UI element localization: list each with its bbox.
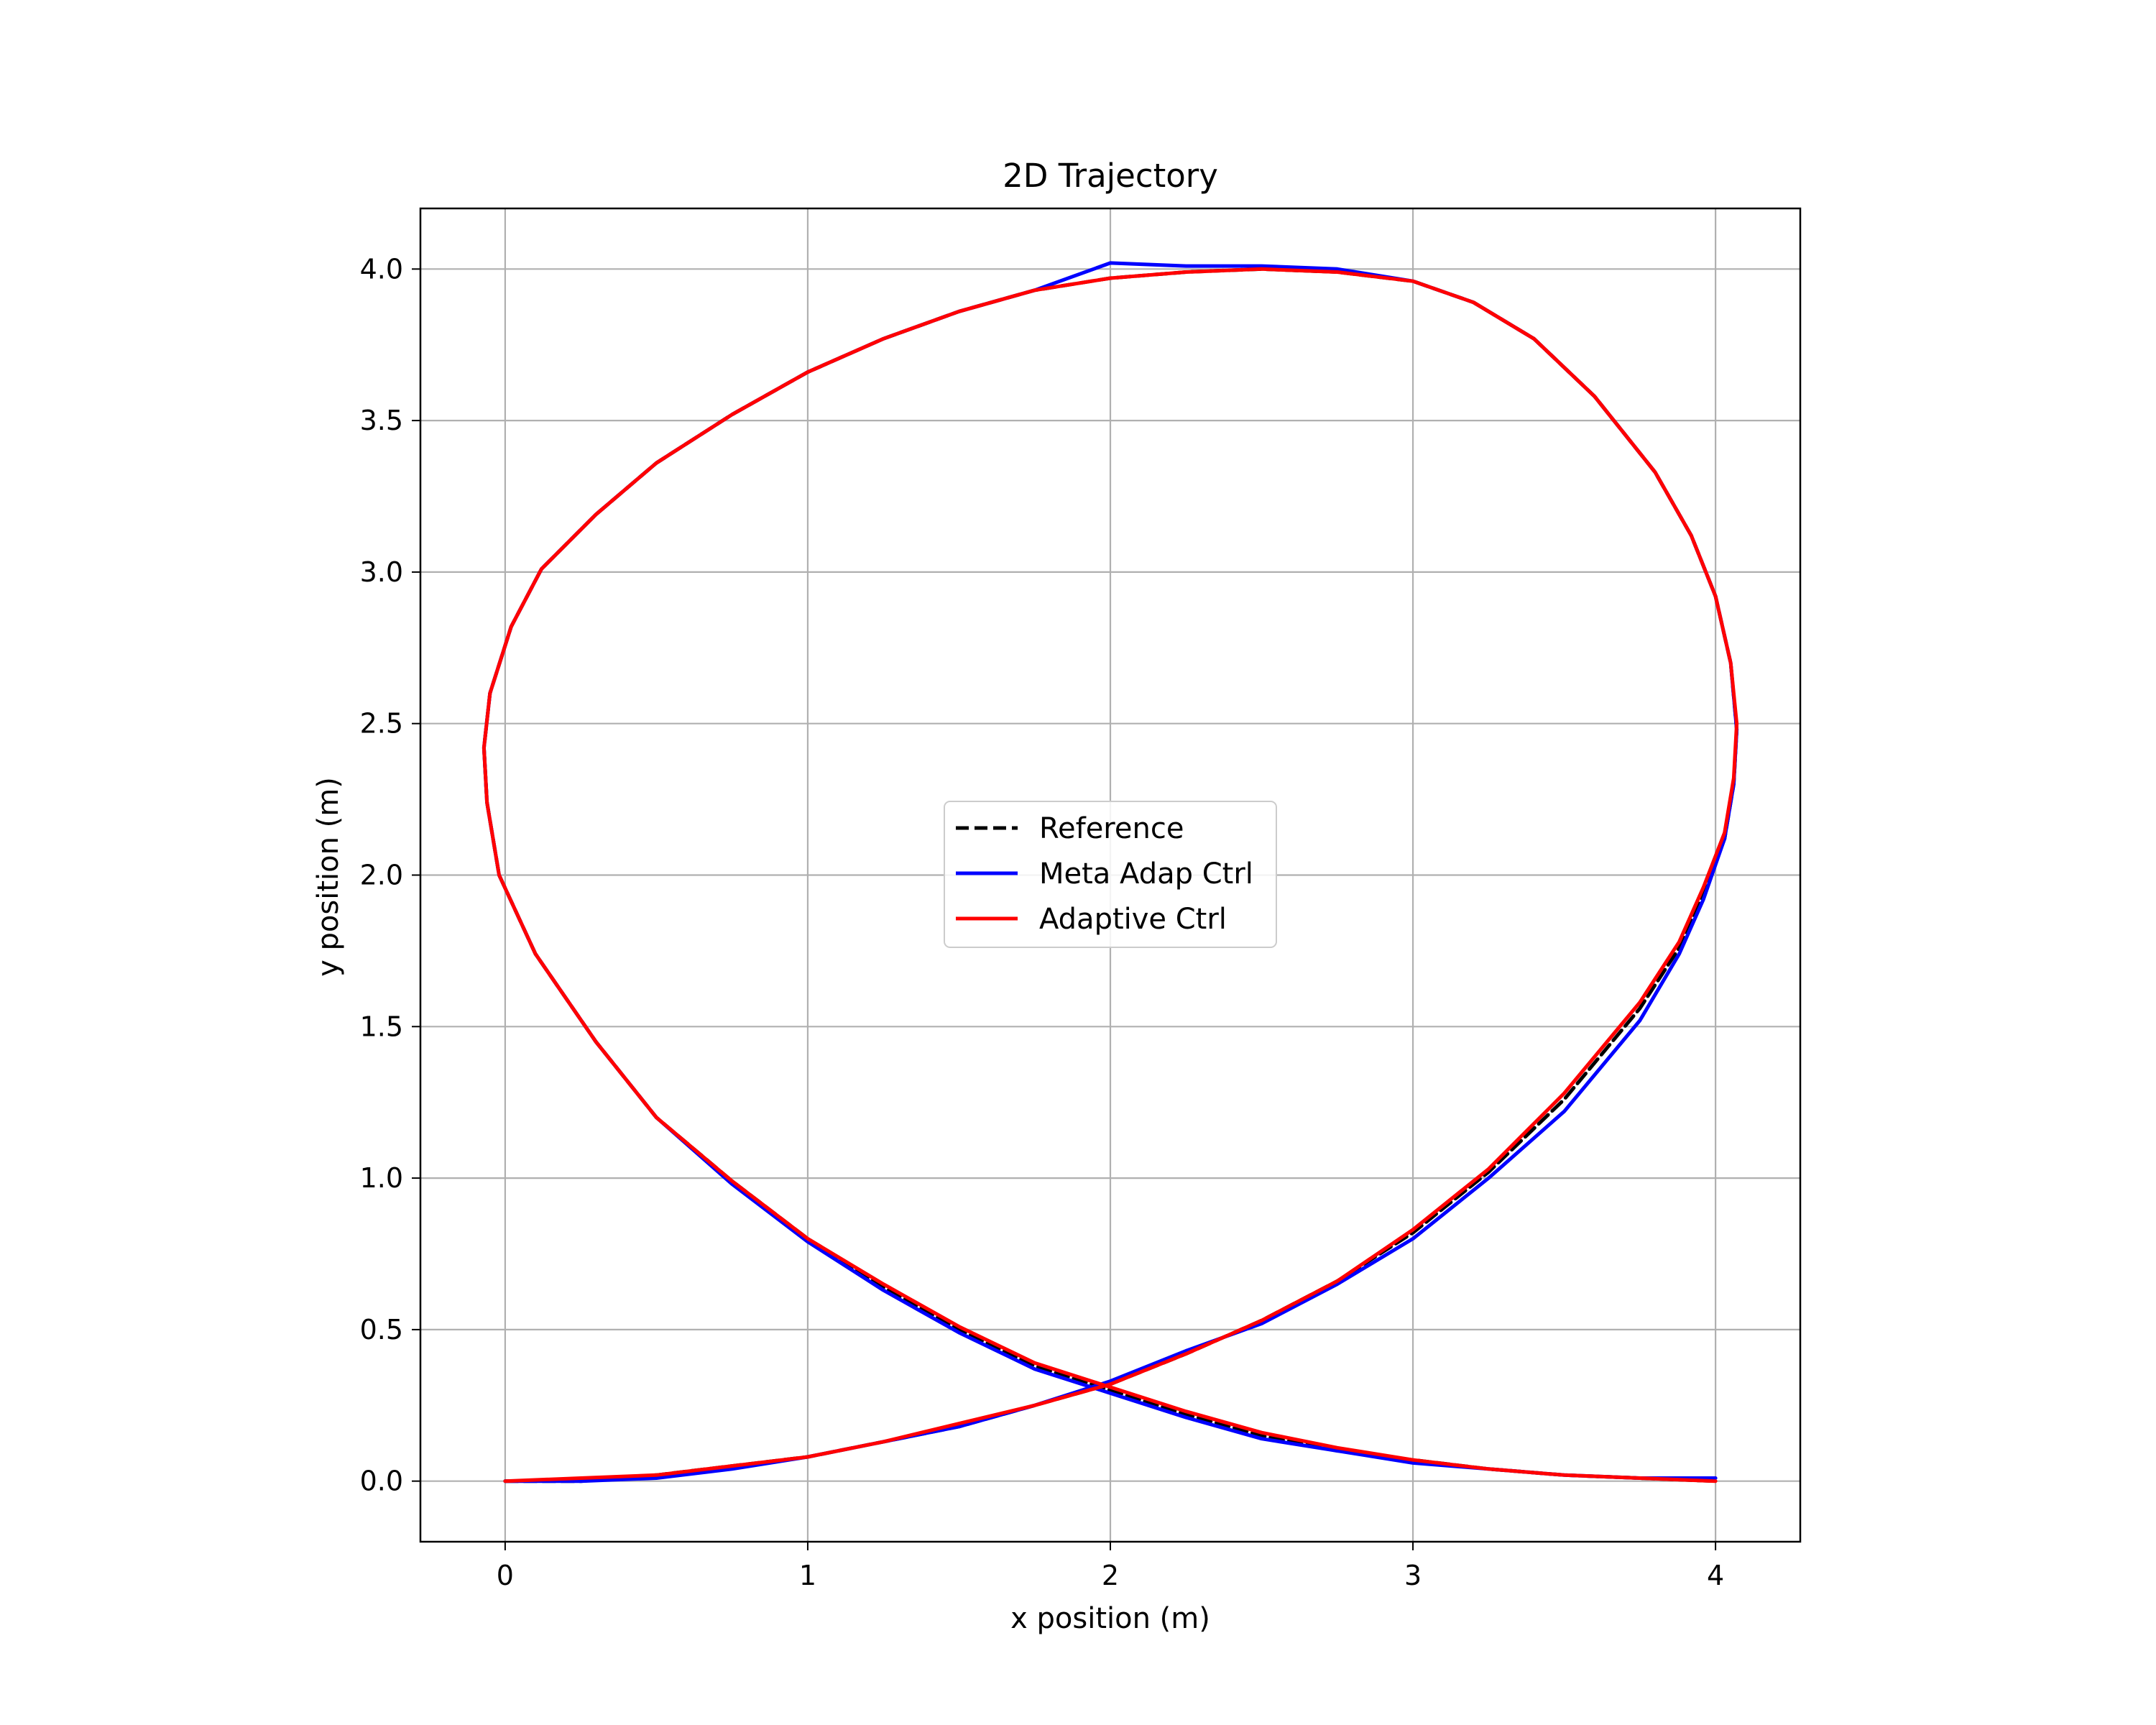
y-tick-label: 0.5 bbox=[360, 1314, 403, 1346]
legend-label: Meta Adap Ctrl bbox=[1039, 857, 1253, 891]
x-tick-label: 3 bbox=[1404, 1560, 1422, 1591]
axis-ticks: 0 1 2 3 4 0.0 0.5 1.0 1.5 2.0 2.5 3.0 3.5 4.0 bbox=[360, 253, 1725, 1591]
y-tick-label: 0.0 bbox=[360, 1466, 403, 1497]
y-tick-label: 3.5 bbox=[360, 405, 403, 436]
series-line-meta-adap-ctrl bbox=[482, 261, 1739, 1484]
y-tick-label: 2.0 bbox=[360, 860, 403, 891]
y-tick-label: 1.5 bbox=[360, 1011, 403, 1042]
y-tick-label: 3.0 bbox=[360, 556, 403, 588]
y-axis-label: y position (m) bbox=[312, 777, 345, 977]
legend-box bbox=[944, 801, 1277, 948]
y-tick-label: 4.0 bbox=[360, 253, 403, 285]
legend: Reference Meta Adap Ctrl Adaptive Ctrl bbox=[944, 801, 1277, 948]
x-tick-label: 2 bbox=[1102, 1560, 1119, 1591]
series-lines bbox=[482, 261, 1739, 1484]
x-tick-label: 1 bbox=[799, 1560, 816, 1591]
x-tick-label: 4 bbox=[1707, 1560, 1724, 1591]
x-axis-label: x position (m) bbox=[1010, 1602, 1210, 1635]
y-tick-label: 2.5 bbox=[360, 708, 403, 740]
series-line-adaptive-ctrl bbox=[482, 267, 1739, 1484]
y-tick-label: 1.0 bbox=[360, 1162, 403, 1194]
x-tick-label: 0 bbox=[497, 1560, 514, 1591]
legend-label: Adaptive Ctrl bbox=[1039, 903, 1227, 936]
chart-title: 2D Trajectory bbox=[1003, 157, 1218, 195]
legend-label: Reference bbox=[1039, 812, 1184, 845]
